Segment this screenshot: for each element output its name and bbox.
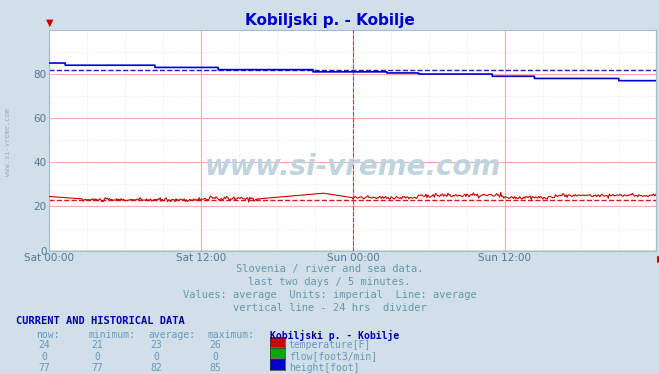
- Text: www.si-vreme.com: www.si-vreme.com: [204, 153, 501, 181]
- Text: 21: 21: [91, 340, 103, 350]
- Text: vertical line - 24 hrs  divider: vertical line - 24 hrs divider: [233, 303, 426, 313]
- Text: 24: 24: [38, 340, 50, 350]
- Text: height[foot]: height[foot]: [289, 363, 359, 373]
- Text: 77: 77: [38, 363, 50, 373]
- Text: 0: 0: [94, 352, 100, 362]
- Text: ▶: ▶: [657, 254, 659, 264]
- Text: Kobiljski p. - Kobilje: Kobiljski p. - Kobilje: [270, 330, 399, 341]
- Text: temperature[F]: temperature[F]: [289, 340, 371, 350]
- Text: CURRENT AND HISTORICAL DATA: CURRENT AND HISTORICAL DATA: [16, 316, 185, 326]
- Text: 0: 0: [154, 352, 159, 362]
- Text: Slovenia / river and sea data.: Slovenia / river and sea data.: [236, 264, 423, 274]
- Text: now:: now:: [36, 330, 60, 340]
- Text: average:: average:: [148, 330, 195, 340]
- Text: 77: 77: [91, 363, 103, 373]
- Text: 85: 85: [210, 363, 221, 373]
- Text: 0: 0: [213, 352, 218, 362]
- Text: www.si-vreme.com: www.si-vreme.com: [5, 108, 11, 176]
- Text: maximum:: maximum:: [208, 330, 254, 340]
- Text: flow[foot3/min]: flow[foot3/min]: [289, 352, 377, 362]
- Text: Values: average  Units: imperial  Line: average: Values: average Units: imperial Line: av…: [183, 290, 476, 300]
- Text: minimum:: minimum:: [89, 330, 136, 340]
- Text: 82: 82: [150, 363, 162, 373]
- Text: 23: 23: [150, 340, 162, 350]
- Text: 0: 0: [42, 352, 47, 362]
- Text: 26: 26: [210, 340, 221, 350]
- Text: last two days / 5 minutes.: last two days / 5 minutes.: [248, 277, 411, 287]
- Text: ▼: ▼: [45, 18, 53, 28]
- Text: Kobiljski p. - Kobilje: Kobiljski p. - Kobilje: [244, 13, 415, 28]
